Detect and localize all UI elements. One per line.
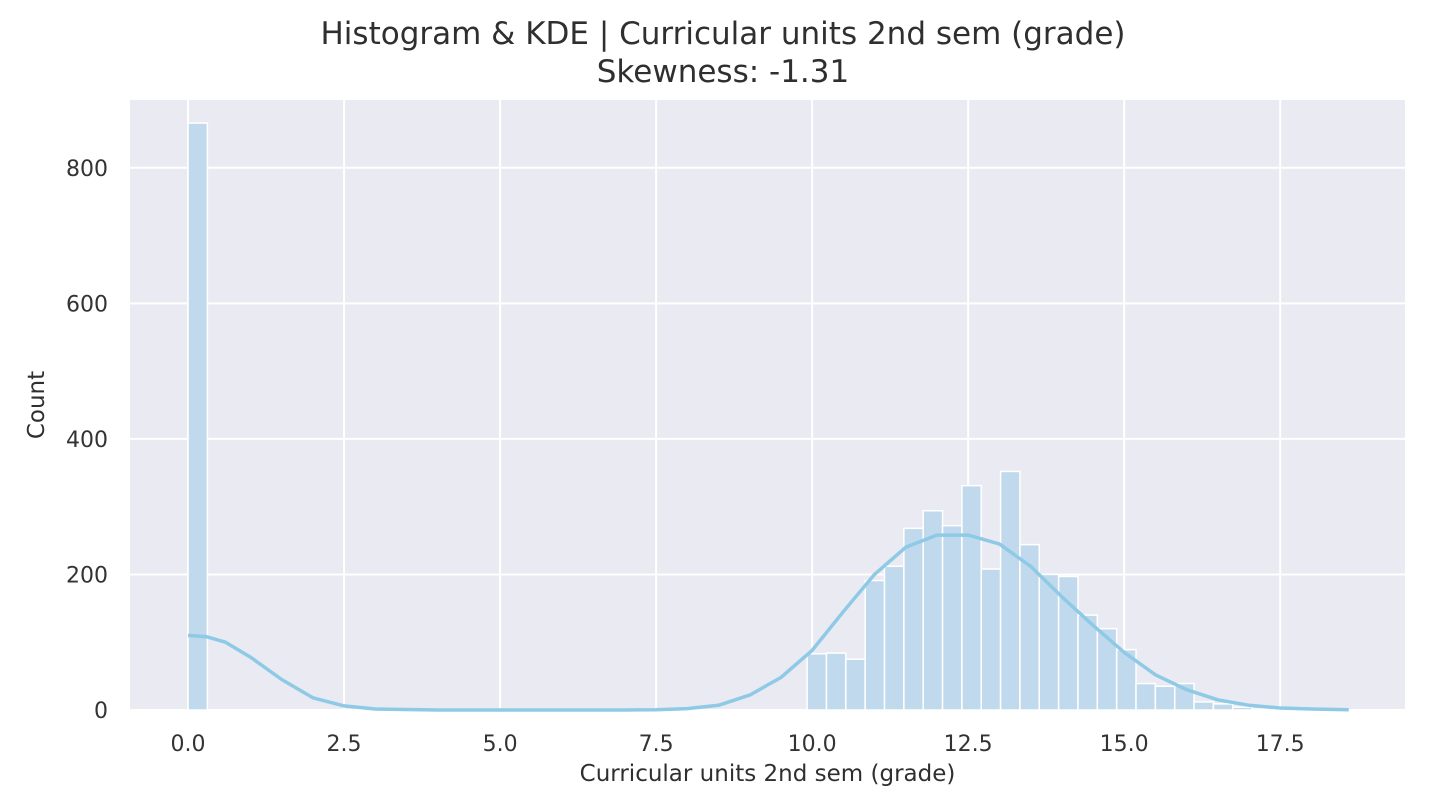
histogram-bar — [1154, 685, 1176, 711]
histogram-bar — [999, 470, 1021, 711]
y-tick-label: 800 — [66, 157, 108, 182]
histogram-bar — [806, 652, 828, 711]
x-axis-label: Curricular units 2nd sem (grade) — [580, 761, 956, 787]
histogram-bar — [1251, 708, 1273, 711]
plot-background — [130, 100, 1405, 710]
histogram-bar — [883, 565, 905, 711]
x-tick-label: 17.5 — [1256, 732, 1305, 757]
y-tick-label: 600 — [66, 292, 108, 317]
y-tick-label: 400 — [66, 428, 108, 453]
x-tick-label: 10.0 — [788, 732, 837, 757]
x-tick-label: 15.0 — [1100, 732, 1149, 757]
chart-title: Histogram & KDE | Curricular units 2nd s… — [320, 16, 1126, 52]
histogram-bar — [941, 524, 963, 711]
histogram-bar — [1135, 682, 1157, 711]
histogram-bars — [187, 122, 1331, 711]
histogram-bar — [1232, 706, 1253, 711]
histogram-bar — [903, 527, 924, 711]
histogram-bar — [825, 652, 847, 711]
x-tick-label: 12.5 — [944, 732, 993, 757]
histogram-bar — [1019, 543, 1041, 711]
histogram-bar — [1115, 648, 1137, 711]
x-tick-label: 2.5 — [327, 732, 362, 757]
histogram-bar — [961, 484, 982, 711]
grid-lines — [130, 100, 1405, 711]
chart-subtitle: Skewness: -1.31 — [596, 54, 850, 90]
histogram-bar — [980, 568, 1002, 711]
x-tick-label: 5.0 — [483, 732, 518, 757]
x-tick-label: 7.5 — [639, 732, 674, 757]
x-axis-ticks: 0.0 2.5 5.0 7.5 10.0 12.5 15.0 17.5 — [171, 732, 1305, 757]
histogram-bar — [845, 658, 866, 711]
y-axis-label: Count — [24, 371, 50, 439]
histogram-bar — [1212, 703, 1234, 711]
histogram-bar — [864, 579, 886, 711]
x-tick-label: 0.0 — [171, 732, 206, 757]
histogram-bar — [1038, 573, 1060, 711]
y-tick-label: 200 — [66, 563, 108, 588]
histogram-bar — [1096, 627, 1118, 711]
y-tick-label: 0 — [94, 699, 108, 724]
histogram-bar — [187, 122, 209, 711]
histogram-bar — [1077, 614, 1099, 711]
kde-curve — [187, 533, 1349, 712]
histogram-bar — [1193, 701, 1215, 711]
y-axis-ticks: 0 200 400 600 800 — [66, 157, 108, 724]
